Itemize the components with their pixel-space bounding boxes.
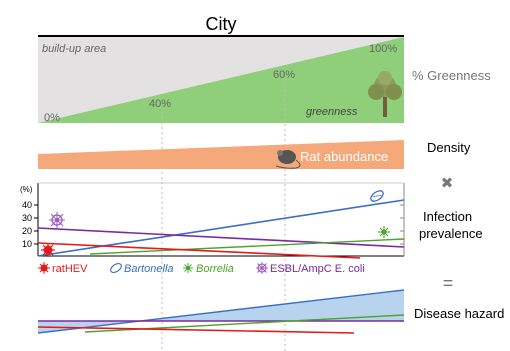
rat-abundance-label: Rat abundance — [300, 149, 388, 164]
legend-borrelia: Borrelia — [196, 263, 234, 275]
legend-esbl: ESBL/AmpC E. coli — [270, 263, 365, 275]
tree-icon — [368, 71, 402, 117]
svg-text:10: 10 — [22, 239, 32, 249]
esbl-trend — [37, 227, 405, 248]
infection-panel: (%) 40 30 20 10 — [20, 182, 483, 259]
svg-text:30: 30 — [22, 213, 32, 223]
esbl-icon — [49, 212, 65, 228]
legend-bartonella: Bartonella — [124, 263, 174, 275]
borrelia-trend — [89, 238, 405, 255]
legend-borrelia-icon — [183, 263, 193, 273]
city-panel: City build-up area 0% 40% 60% 100% green… — [38, 14, 491, 124]
density-side-label: Density — [427, 140, 471, 155]
pct-0-label: 0% — [44, 112, 60, 124]
legend-esbl-icon — [256, 262, 268, 274]
y-tick-30: 30 — [22, 213, 38, 223]
rat-icon — [275, 150, 301, 169]
y-tick-40: 40 — [22, 200, 38, 210]
multiply-operator: ✖ — [441, 175, 454, 192]
legend-bartonella-icon — [110, 262, 122, 274]
borrelia-icon — [378, 226, 390, 238]
svg-text:20: 20 — [22, 226, 32, 236]
hazard-side-label: Disease hazard — [414, 306, 504, 321]
y-tick-20: 20 — [22, 226, 38, 236]
greenness-label: greenness — [306, 106, 358, 118]
hazard-panel: Disease hazard — [37, 289, 504, 334]
bartonella-trend — [37, 199, 405, 257]
pct-40-label: 40% — [149, 98, 171, 110]
rathev-icon — [41, 243, 55, 257]
infection-side-label-1: Infection — [423, 209, 472, 224]
density-panel: Rat abundance Density — [38, 140, 471, 169]
svg-text:40: 40 — [22, 200, 32, 210]
bartonella-icon — [370, 190, 384, 202]
infection-side-label-2: prevalence — [419, 226, 483, 241]
greenness-area — [38, 37, 404, 123]
rat-abundance-band — [38, 140, 404, 169]
equals-operator: = — [443, 273, 454, 293]
hazard-red-line — [37, 326, 355, 334]
pct-100-label: 100% — [369, 43, 397, 55]
hazard-blue-line — [37, 289, 405, 334]
rathev-trend — [37, 242, 361, 259]
legend-rathev-icon — [38, 262, 50, 274]
pct-60-label: 60% — [273, 69, 295, 81]
greenness-side-label: % Greenness — [412, 68, 491, 83]
city-title: City — [206, 14, 237, 34]
legend: ratHEV Bartonella Borrelia ESBL/AmpC E. … — [38, 262, 365, 275]
y-tick-10: 10 — [22, 239, 38, 249]
build-up-area-label: build-up area — [42, 43, 106, 55]
y-unit-label: (%) — [20, 185, 33, 194]
legend-rathev: ratHEV — [52, 263, 88, 275]
